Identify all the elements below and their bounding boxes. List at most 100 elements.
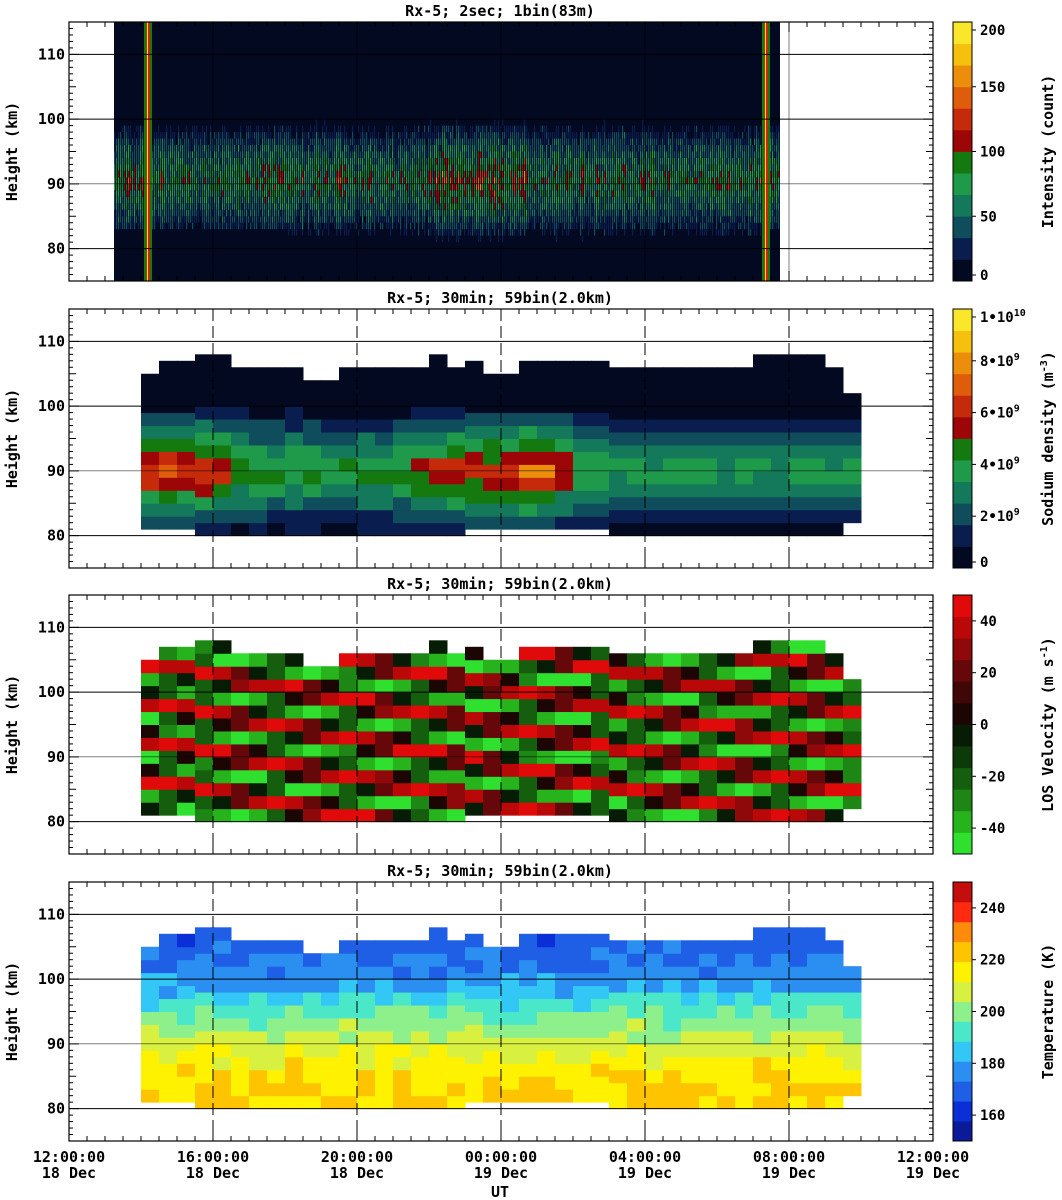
intensity-cell — [478, 222, 480, 230]
intensity-cell — [238, 132, 240, 139]
intensity-cell — [672, 203, 674, 210]
intensity-cell — [450, 190, 452, 197]
intensity-cell — [264, 145, 266, 152]
intensity-cell — [170, 222, 172, 230]
intensity-cell — [574, 183, 576, 191]
intensity-cell — [126, 151, 128, 158]
intensity-cell — [224, 216, 226, 223]
intensity-cell — [490, 177, 492, 184]
intensity-cell — [130, 151, 132, 158]
intensity-cell — [580, 177, 582, 184]
intensity-cell — [478, 216, 480, 223]
intensity-cell — [348, 216, 350, 223]
intensity-cell — [560, 157, 562, 165]
intensity-cell — [544, 216, 546, 223]
intensity-cell — [200, 209, 202, 217]
intensity-cell — [292, 222, 294, 230]
intensity-cell — [664, 196, 666, 204]
intensity-cell — [490, 222, 492, 230]
intensity-cell — [294, 190, 296, 197]
intensity-cell — [642, 170, 644, 178]
intensity-cell — [394, 138, 396, 146]
intensity-cell — [716, 209, 718, 217]
intensity-cell — [160, 209, 162, 217]
intensity-cell — [288, 216, 290, 223]
intensity-cell — [222, 125, 224, 133]
intensity-cell — [476, 138, 478, 146]
intensity-cell — [370, 145, 372, 152]
intensity-cell — [640, 196, 642, 204]
intensity-cell — [284, 190, 286, 197]
intensity-cell — [222, 190, 224, 197]
intensity-cell — [380, 196, 382, 204]
intensity-cell — [748, 164, 750, 171]
intensity-cell — [720, 216, 722, 223]
intensity-cell — [356, 151, 358, 158]
intensity-cell — [652, 203, 654, 210]
intensity-cell — [278, 190, 280, 197]
intensity-cell — [178, 125, 180, 133]
intensity-cell — [344, 138, 346, 146]
intensity-cell — [212, 164, 214, 171]
intensity-cell — [582, 132, 584, 139]
intensity-cell — [544, 125, 546, 133]
intensity-cell — [600, 164, 602, 171]
intensity-cell — [664, 222, 666, 230]
intensity-cell — [510, 216, 512, 223]
intensity-cell — [728, 132, 730, 139]
intensity-cell — [374, 132, 376, 139]
intensity-cell — [612, 132, 614, 139]
intensity-cell — [302, 183, 304, 191]
intensity-cell — [382, 138, 384, 146]
intensity-cell — [682, 157, 684, 165]
intensity-cell — [470, 151, 472, 158]
intensity-cell — [254, 177, 256, 184]
intensity-cell — [186, 177, 188, 184]
intensity-cell — [310, 138, 312, 146]
intensity-cell — [338, 145, 340, 152]
intensity-cell — [498, 203, 500, 210]
intensity-cell — [678, 196, 680, 204]
intensity-cell — [674, 216, 676, 223]
intensity-cell — [364, 157, 366, 165]
intensity-cell — [372, 209, 374, 217]
intensity-cell — [464, 132, 466, 139]
intensity-cell — [438, 196, 440, 204]
intensity-cell — [214, 170, 216, 178]
intensity-cell — [142, 145, 144, 152]
intensity-cell — [408, 157, 410, 165]
intensity-cell — [262, 170, 264, 178]
intensity-cell — [414, 183, 416, 191]
intensity-cell — [114, 209, 116, 217]
intensity-cell — [744, 170, 746, 178]
intensity-cell — [642, 222, 644, 230]
intensity-cell — [268, 125, 270, 133]
intensity-cell — [640, 157, 642, 165]
intensity-cell — [468, 145, 470, 152]
intensity-cell — [612, 216, 614, 223]
intensity-cell — [602, 125, 604, 133]
intensity-cell — [460, 196, 462, 204]
intensity-cell — [540, 157, 542, 165]
intensity-cell — [138, 190, 140, 197]
intensity-cell — [544, 196, 546, 204]
intensity-cell — [522, 222, 524, 230]
intensity-cell — [628, 145, 630, 152]
intensity-cell — [462, 132, 464, 139]
intensity-cell — [720, 151, 722, 158]
intensity-cell — [198, 183, 200, 191]
intensity-cell — [642, 183, 644, 191]
intensity-cell — [398, 170, 400, 178]
intensity-cell — [570, 177, 572, 184]
intensity-cell — [352, 132, 354, 139]
intensity-cell — [566, 196, 568, 204]
intensity-cell — [418, 151, 420, 158]
intensity-cell — [522, 132, 524, 139]
intensity-cell — [722, 125, 724, 133]
intensity-cell — [650, 138, 652, 146]
intensity-cell — [570, 216, 572, 223]
intensity-cell — [364, 138, 366, 146]
intensity-cell — [640, 132, 642, 139]
intensity-cell — [220, 157, 222, 165]
intensity-cell — [534, 203, 536, 210]
